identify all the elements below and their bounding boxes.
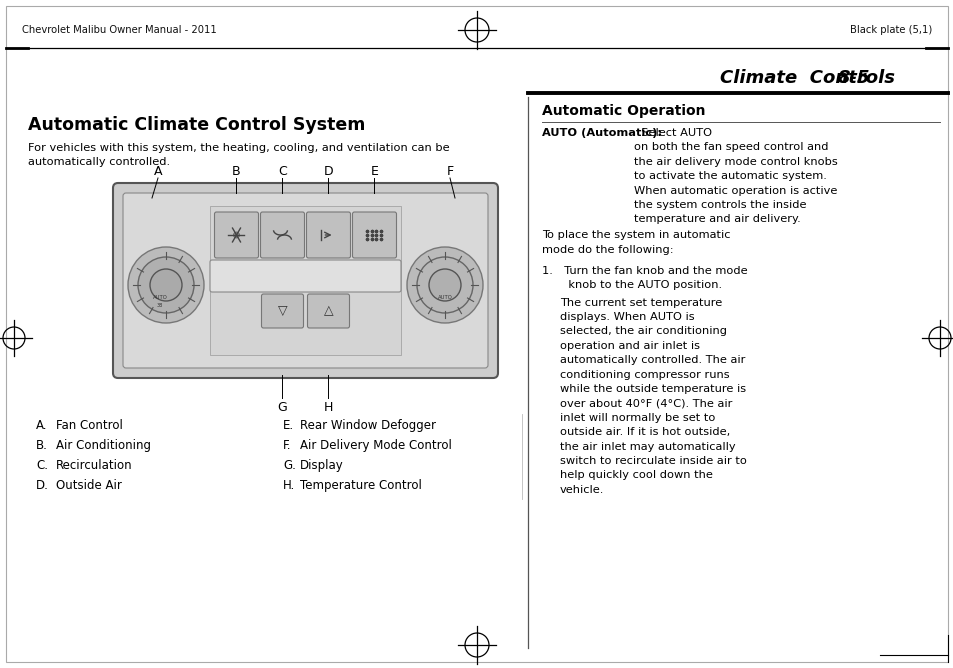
Text: AUTO: AUTO xyxy=(152,295,167,300)
FancyBboxPatch shape xyxy=(261,294,303,328)
FancyBboxPatch shape xyxy=(260,212,304,258)
Text: Temperature Control: Temperature Control xyxy=(299,479,421,492)
Text: ▽: ▽ xyxy=(277,305,287,317)
Text: H.: H. xyxy=(283,479,294,492)
FancyBboxPatch shape xyxy=(210,260,400,292)
Text: F.: F. xyxy=(283,439,292,452)
Circle shape xyxy=(150,269,182,301)
Text: F: F xyxy=(446,165,453,178)
Circle shape xyxy=(138,257,193,313)
Text: A.: A. xyxy=(36,419,48,432)
FancyBboxPatch shape xyxy=(307,294,349,328)
FancyBboxPatch shape xyxy=(352,212,396,258)
Text: G.: G. xyxy=(283,459,295,472)
Text: Black plate (5,1): Black plate (5,1) xyxy=(849,25,931,35)
FancyBboxPatch shape xyxy=(210,206,400,355)
Text: The current set temperature
displays. When AUTO is
selected, the air conditionin: The current set temperature displays. Wh… xyxy=(559,297,746,495)
Text: B.: B. xyxy=(36,439,48,452)
Text: Automatic Climate Control System: Automatic Climate Control System xyxy=(28,116,365,134)
FancyBboxPatch shape xyxy=(112,183,497,378)
Text: D: D xyxy=(323,165,333,178)
Text: D.: D. xyxy=(36,479,49,492)
FancyBboxPatch shape xyxy=(214,212,258,258)
Text: Automatic Operation: Automatic Operation xyxy=(541,104,705,118)
Text: For vehicles with this system, the heating, cooling, and ventilation can be: For vehicles with this system, the heati… xyxy=(28,143,449,153)
Text: To place the system in automatic
mode do the following:: To place the system in automatic mode do… xyxy=(541,230,730,255)
Text: H: H xyxy=(323,401,333,414)
Text: Select AUTO
on both the fan speed control and
the air delivery mode control knob: Select AUTO on both the fan speed contro… xyxy=(634,128,837,224)
Text: C: C xyxy=(278,165,287,178)
Circle shape xyxy=(128,247,204,323)
Text: Recirculation: Recirculation xyxy=(56,459,132,472)
Circle shape xyxy=(407,247,482,323)
Text: Rear Window Defogger: Rear Window Defogger xyxy=(299,419,436,432)
Text: B: B xyxy=(232,165,240,178)
Text: Chevrolet Malibu Owner Manual - 2011: Chevrolet Malibu Owner Manual - 2011 xyxy=(22,25,216,35)
Circle shape xyxy=(416,257,473,313)
Circle shape xyxy=(429,269,460,301)
Text: Climate  Controls: Climate Controls xyxy=(720,69,894,87)
Text: G: G xyxy=(277,401,287,414)
Circle shape xyxy=(233,232,239,238)
Text: Air Delivery Mode Control: Air Delivery Mode Control xyxy=(299,439,452,452)
Text: E: E xyxy=(370,165,378,178)
Text: AUTO: AUTO xyxy=(437,295,452,300)
Text: C.: C. xyxy=(36,459,48,472)
Text: 8-5: 8-5 xyxy=(837,69,869,87)
Text: △: △ xyxy=(323,305,333,317)
Text: A: A xyxy=(153,165,162,178)
FancyBboxPatch shape xyxy=(306,212,350,258)
Text: 1. Turn the fan knob and the mode
   knob to the AUTO position.: 1. Turn the fan knob and the mode knob t… xyxy=(541,265,747,290)
Text: Fan Control: Fan Control xyxy=(56,419,123,432)
Text: Outside Air: Outside Air xyxy=(56,479,122,492)
Text: Display: Display xyxy=(299,459,343,472)
Text: 38: 38 xyxy=(156,303,163,308)
Text: Air Conditioning: Air Conditioning xyxy=(56,439,151,452)
Text: automatically controlled.: automatically controlled. xyxy=(28,157,170,167)
FancyBboxPatch shape xyxy=(123,193,488,368)
Text: E.: E. xyxy=(283,419,294,432)
Text: AUTO (Automatic):: AUTO (Automatic): xyxy=(541,128,661,138)
